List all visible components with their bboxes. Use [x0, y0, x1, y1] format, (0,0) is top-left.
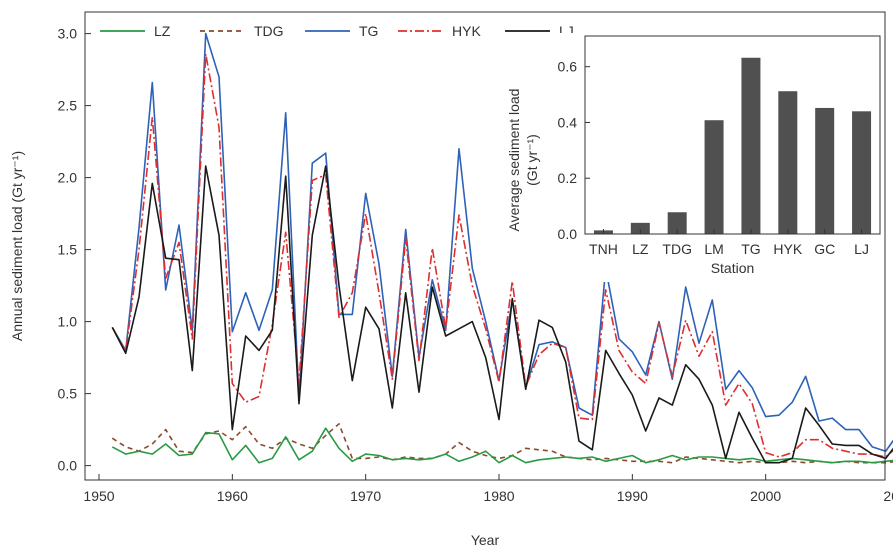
series-line-tdg — [111, 422, 893, 464]
legend-label-tdg: TDG — [254, 23, 284, 39]
y-tick-label: 3.0 — [58, 26, 78, 42]
bar-lz — [630, 222, 650, 234]
bar-tg — [741, 57, 761, 235]
legend-label-hyk: HYK — [452, 23, 481, 39]
series-line-lj — [111, 165, 893, 464]
main-axes: 0.0 0.5 1.0 1.5 2.0 2.5 3.0 1950 1960 1970 1980 199… — [9, 11, 893, 548]
inset-x-tick-label: HYK — [773, 241, 802, 257]
inset-x-axis-label: Station — [711, 260, 755, 276]
inset-y-tick-label: 0.4 — [558, 114, 578, 130]
inset-axes: 0.0 0.2 0.4 0.6 TNH LZ TDG LM TG HYK GC LJ Station Av… — [506, 35, 881, 276]
inset-y-axis-label-line1: Average sediment load — [506, 89, 522, 232]
x-tick-label: 2010 — [883, 488, 893, 504]
inset-y-tick-label: 0.6 — [558, 59, 578, 75]
y-tick-label: 2.0 — [58, 170, 78, 186]
inset-y-axis-label: Average sediment load (Gt yr⁻¹) — [506, 89, 540, 232]
x-tick-label: 1970 — [350, 488, 381, 504]
x-tick-label: 1950 — [83, 488, 114, 504]
y-tick-label: 2.5 — [58, 98, 78, 114]
y-tick-label: 1.0 — [58, 314, 78, 330]
inset-x-tick-label: GC — [814, 241, 835, 257]
series-line-hyk — [111, 52, 893, 458]
series-line-tg — [111, 32, 893, 453]
inset-x-tick-label: LJ — [854, 241, 869, 257]
y-tick-label: 0.5 — [58, 386, 78, 402]
inset-y-tick-label: 0.0 — [558, 226, 578, 242]
inset-bar-chart: 0.0 0.2 0.4 0.6 TNH LZ TDG LM TG HYK GC LJ Station Av… — [500, 33, 883, 282]
inset-x-tick-label: TDG — [662, 241, 692, 257]
bar-gc — [815, 107, 835, 234]
legend: LZ TDG TG HYK LJ — [100, 23, 574, 39]
inset-x-tick-label: LZ — [632, 241, 649, 257]
bar-lm — [704, 120, 724, 234]
bar-lj — [852, 111, 872, 234]
x-tick-label: 1980 — [483, 488, 514, 504]
inset-x-tick-label: TG — [741, 241, 760, 257]
series-lines — [111, 32, 893, 464]
plot-frame — [84, 11, 886, 481]
legend-label-lz: LZ — [154, 23, 171, 39]
inset-x-tick-label: LM — [704, 241, 723, 257]
inset-y-tick-label: 0.2 — [558, 170, 578, 186]
x-tick-label: 1990 — [617, 488, 648, 504]
y-tick-label: 1.5 — [58, 242, 78, 258]
series-line-lz — [111, 427, 893, 464]
main-line-chart: 0.0 0.5 1.0 1.5 2.0 2.5 3.0 1950 1960 1970 1980 199… — [9, 11, 893, 548]
x-tick-label: 2000 — [750, 488, 781, 504]
x-tick-label: 1960 — [217, 488, 248, 504]
bar-hyk — [778, 91, 798, 234]
y-axis-label: Annual sediment load (Gt yr⁻¹) — [9, 151, 25, 341]
y-tick-label: 0.0 — [58, 458, 78, 474]
x-axis-label: Year — [471, 532, 500, 548]
bar-tdg — [667, 212, 687, 234]
inset-y-axis-label-line2: (Gt yr⁻¹) — [524, 134, 540, 186]
inset-frame — [584, 35, 881, 235]
inset-x-tick-label: TNH — [589, 241, 618, 257]
legend-label-tg: TG — [359, 23, 378, 39]
